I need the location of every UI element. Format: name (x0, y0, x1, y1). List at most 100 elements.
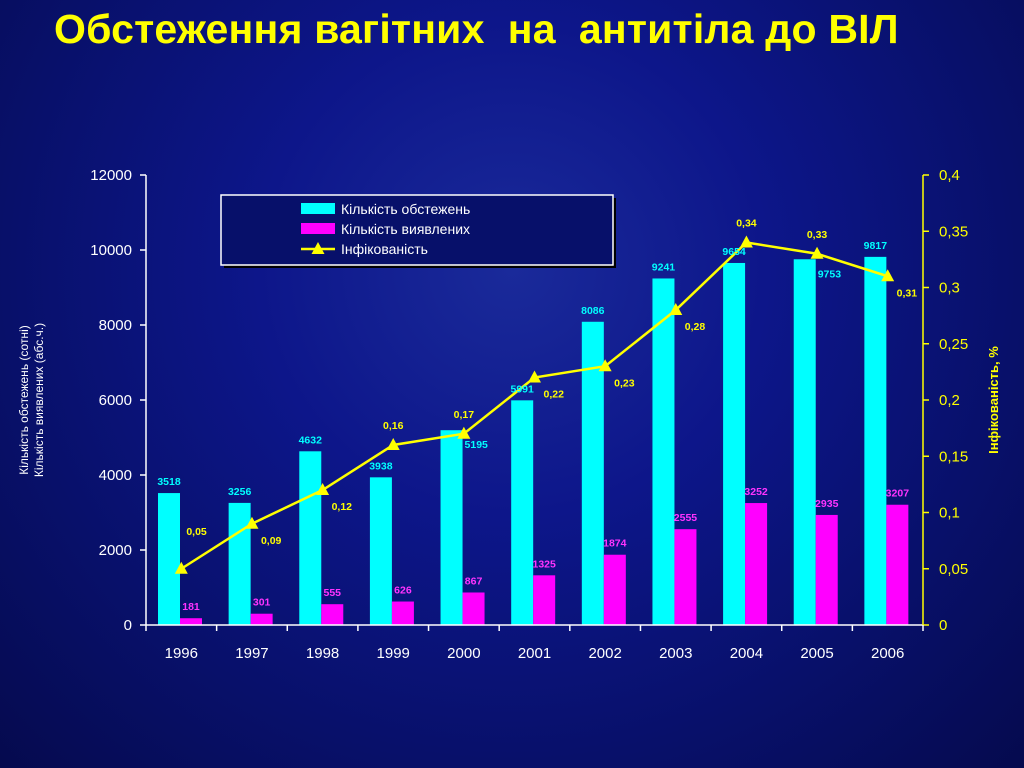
data-label-vyiavlenykh-2006: 3207 (886, 488, 910, 500)
tick-label-right: 0,25 (939, 336, 968, 353)
data-label-infikovanist-2006: 0,31 (897, 287, 918, 299)
tick-label-x-1997: 1997 (235, 645, 268, 662)
point-infikovanist-2001 (528, 370, 541, 383)
legend-marker-2 (311, 242, 325, 254)
y-axis-title-left: Кількість обстежень (сотні)Кількість вия… (17, 323, 46, 477)
tick-label-left: 0 (124, 617, 132, 634)
bar-obstezhen-1997 (228, 502, 251, 625)
data-label-infikovanist-1998: 0,12 (332, 501, 353, 513)
tick-label-right: 0,15 (939, 448, 968, 465)
data-labels-layer: 3518 181 3256 301 4632 555 3938 626 5195 867 5991 1… (157, 218, 917, 614)
bars-layer (158, 256, 909, 625)
data-label-infikovanist-1999: 0,16 (383, 420, 404, 432)
tick-label-left: 8000 (99, 317, 132, 334)
bar-obstezhen-2000 (440, 430, 463, 625)
data-label-obstezhen-2006: 9817 (864, 240, 888, 252)
bar-vyiavlenykh-2003 (674, 529, 697, 625)
tick-label-left: 6000 (99, 392, 132, 409)
data-label-infikovanist-2003: 0,28 (685, 321, 706, 333)
data-label-infikovanist-1996: 0,05 (186, 526, 207, 538)
data-label-infikovanist-2000: 0,17 (454, 409, 475, 421)
bar-obstezhen-2003 (652, 278, 675, 625)
tick-label-right: 0,1 (939, 505, 960, 522)
bar-obstezhen-2006 (864, 256, 887, 625)
tick-label-x-2000: 2000 (447, 645, 480, 662)
tick-label-x-1999: 1999 (377, 645, 410, 662)
tick-label-left: 10000 (90, 242, 132, 259)
data-label-vyiavlenykh-2002: 1874 (603, 538, 627, 550)
data-label-infikovanist-2001: 0,22 (544, 389, 565, 401)
data-label-vyiavlenykh-2001: 1325 (533, 558, 557, 570)
bar-vyiavlenykh-1997 (250, 613, 273, 625)
point-infikovanist-2002 (598, 359, 612, 372)
axes-layer: 0 2000 4000 6000 8000 10000 12000 0 0,05 0,1 0,15 0… (17, 167, 1001, 662)
tick-label-left: 12000 (90, 167, 132, 184)
bar-vyiavlenykh-2006 (886, 504, 909, 625)
data-label-obstezhen-1999: 3938 (369, 460, 393, 472)
point-infikovanist-2000 (457, 426, 471, 439)
data-label-obstezhen-2000: 5195 (465, 439, 489, 451)
slide-title: Обстеження вагітних на антитіла до ВІЛ (54, 6, 899, 52)
tick-label-left: 4000 (99, 467, 132, 484)
legend-label-0: Кількість обстежень (341, 201, 470, 217)
bar-obstezhen-2005 (793, 259, 816, 625)
tick-label-x-1996: 1996 (165, 645, 198, 662)
tick-label-right: 0,4 (939, 167, 960, 184)
data-label-vyiavlenykh-2004: 3252 (744, 486, 768, 498)
data-label-vyiavlenykh-1999: 626 (394, 585, 412, 597)
data-label-vyiavlenykh-2003: 2555 (674, 512, 698, 524)
point-infikovanist-2006 (881, 269, 895, 282)
tick-label-x-2004: 2004 (730, 645, 763, 662)
tick-label-right: 0,2 (939, 392, 960, 409)
tick-label-right: 0,05 (939, 561, 968, 578)
legend-label-1: Кількість виявлених (341, 221, 470, 237)
data-label-vyiavlenykh-1998: 555 (324, 587, 342, 599)
data-label-obstezhen-2005: 9753 (818, 268, 842, 280)
data-label-obstezhen-2004: 9654 (722, 246, 746, 258)
y-axis-title-right: Інфікованість, % (986, 346, 1001, 454)
point-infikovanist-2003 (669, 303, 683, 315)
legend-label-2: Інфікованість (341, 241, 428, 257)
point-infikovanist-1999 (386, 438, 400, 450)
data-label-vyiavlenykh-2000: 867 (465, 575, 483, 587)
data-label-obstezhen-1998: 4632 (299, 434, 323, 446)
bar-vyiavlenykh-2000 (462, 592, 485, 625)
bar-vyiavlenykh-2001 (533, 575, 556, 625)
tick-label-x-2005: 2005 (800, 645, 833, 662)
point-infikovanist-1996 (174, 561, 188, 574)
bar-vyiavlenykh-2004 (745, 503, 768, 625)
data-label-infikovanist-2005: 0,33 (807, 229, 828, 241)
line-layer (174, 235, 895, 574)
y-axis-title-left-line: Кількість обстежень (сотні) (17, 325, 31, 474)
tick-label-right: 0,35 (939, 223, 968, 240)
data-label-obstezhen-2003: 9241 (652, 261, 676, 273)
tick-label-right: 0 (939, 617, 947, 634)
point-infikovanist-2004 (739, 235, 753, 248)
tick-label-left: 2000 (99, 542, 132, 559)
point-infikovanist-2005 (810, 246, 824, 259)
bar-obstezhen-1999 (369, 477, 392, 625)
line-infikovanist (180, 241, 889, 570)
legend-swatch-0 (301, 203, 335, 214)
data-label-infikovanist-2002: 0,23 (614, 377, 635, 389)
data-label-obstezhen-2002: 8086 (581, 305, 605, 317)
bar-obstezhen-2004 (723, 262, 746, 625)
tick-label-x-2003: 2003 (659, 645, 692, 662)
bar-vyiavlenykh-2002 (603, 554, 626, 625)
y-axis-title-left-line: Кількість виявлених (абс.ч.) (32, 323, 46, 477)
tick-label-x-1998: 1998 (306, 645, 339, 662)
bar-vyiavlenykh-1999 (391, 601, 414, 625)
point-infikovanist-1998 (316, 483, 330, 495)
bar-obstezhen-2001 (511, 400, 534, 625)
data-label-vyiavlenykh-2005: 2935 (815, 498, 839, 510)
tick-label-x-2002: 2002 (588, 645, 621, 662)
data-label-obstezhen-1996: 3518 (157, 476, 181, 488)
tick-label-x-2001: 2001 (518, 645, 551, 662)
tick-label-x-2006: 2006 (871, 645, 904, 662)
point-infikovanist-1997 (245, 516, 259, 529)
data-label-vyiavlenykh-1996: 181 (182, 601, 200, 613)
bar-obstezhen-1998 (299, 451, 322, 625)
bar-obstezhen-1996 (158, 493, 180, 625)
legend: Кількість обстежень Кількість виявлених Ін… (220, 194, 616, 268)
